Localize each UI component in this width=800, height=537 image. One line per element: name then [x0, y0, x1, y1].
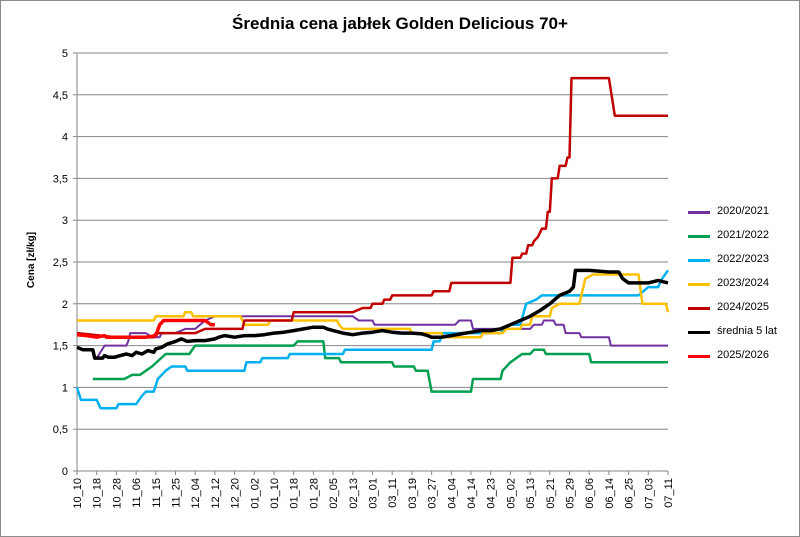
x-tick-label: 06_25: [624, 478, 636, 509]
legend-label: 2022/2023: [717, 253, 769, 265]
x-tick-label: 02_13: [348, 478, 360, 509]
series-line-2: [75, 269, 670, 410]
x-tick-label: 12_04: [190, 478, 202, 509]
x-tick-label: 03_27: [427, 478, 439, 509]
legend-swatch: [688, 331, 710, 334]
legend-swatch: [688, 259, 710, 262]
x-tick-label: 07_03: [643, 478, 655, 509]
x-tick-label: 04_14: [466, 478, 478, 509]
legend-item: 2023/2024: [688, 276, 798, 300]
x-tick-label: 05_29: [565, 478, 577, 509]
legend: 2020/2021 2021/2022 2022/2023 2023/2024 2024…: [688, 204, 798, 372]
legend-item: 2021/2022: [688, 228, 798, 252]
legend-swatch: [688, 307, 710, 310]
series-line-1: [92, 340, 668, 393]
x-tick-label: 01_28: [308, 478, 320, 509]
grid-lines: [77, 52, 668, 472]
x-tick-label: 12_20: [230, 478, 242, 509]
x-tick-label: 10_18: [92, 478, 104, 509]
y-axis-label: Cena [zł/kg]: [26, 232, 37, 288]
axes: 0 0,5 1 1,5 2 2,5 3 3,5 4 4,5 5 10_10 10_18 10_28 11_0…: [53, 48, 675, 509]
legend-item: 2020/2021: [688, 204, 798, 228]
x-tick-label: 07_11: [663, 478, 675, 508]
x-tick-label: 06_14: [604, 478, 616, 509]
series-lines: [75, 76, 670, 410]
x-tick-label: 03_01: [368, 478, 380, 509]
y-tick-label: 4,5: [53, 90, 68, 102]
y-tick-label: 3: [62, 215, 68, 227]
x-tick-label: 11_15: [151, 478, 163, 508]
y-tick-label: 4: [62, 132, 68, 144]
x-tick-label: 10_10: [72, 478, 84, 509]
y-tick-label: 5: [62, 48, 68, 60]
x-tick-label: 05_13: [525, 478, 537, 509]
legend-item: 2022/2023: [688, 252, 798, 276]
legend-swatch: [688, 211, 710, 214]
legend-swatch: [688, 355, 710, 358]
y-tick-label: 1,5: [53, 341, 68, 353]
x-tick-label: 03_11: [387, 478, 399, 508]
chart-title: Średnia cena jabłek Golden Delicious 70+: [232, 14, 568, 33]
series-line-0: [95, 315, 668, 359]
x-tick-label: 01_18: [289, 478, 301, 509]
x-tick-label: 05_21: [545, 478, 557, 509]
x-tick-label: 02_05: [328, 478, 340, 509]
x-tick-label: 12_12: [210, 478, 222, 509]
legend-swatch: [688, 235, 710, 238]
x-tick-label: 10_28: [111, 478, 123, 509]
x-tick-label: 01_02: [249, 478, 261, 509]
x-tick-label: 11_25: [171, 478, 183, 508]
x-tick-label: 11_06: [131, 478, 143, 508]
series-line-6: [76, 318, 215, 339]
y-tick-label: 2,5: [53, 257, 68, 269]
legend-label: 2024/2025: [717, 301, 769, 313]
y-tick-label: 0: [62, 466, 68, 478]
x-tick-label: 06_06: [584, 478, 596, 509]
legend-item: średnia 5 lat: [688, 324, 798, 348]
x-tick-label: 04_04: [446, 478, 458, 509]
x-tick-label: 05_02: [505, 478, 517, 509]
legend-item: 2024/2025: [688, 300, 798, 324]
y-tick-label: 1: [62, 382, 68, 394]
legend-label: 2021/2022: [717, 229, 769, 241]
y-tick-label: 2: [62, 299, 68, 311]
legend-label: średnia 5 lat: [717, 325, 777, 337]
legend-label: 2020/2021: [717, 205, 769, 217]
legend-item: 2025/2026: [688, 348, 798, 372]
x-tick-label: 04_23: [486, 478, 498, 509]
legend-label: 2025/2026: [717, 349, 769, 361]
series-line-5: [76, 268, 669, 360]
y-tick-label: 3,5: [53, 173, 68, 185]
x-tick-label: 03_19: [407, 478, 419, 509]
series-line-4: [76, 76, 668, 339]
legend-swatch: [688, 283, 710, 286]
y-tick-label: 0,5: [53, 424, 68, 436]
x-tick-label: 01_10: [269, 478, 281, 509]
legend-label: 2023/2024: [717, 277, 769, 289]
